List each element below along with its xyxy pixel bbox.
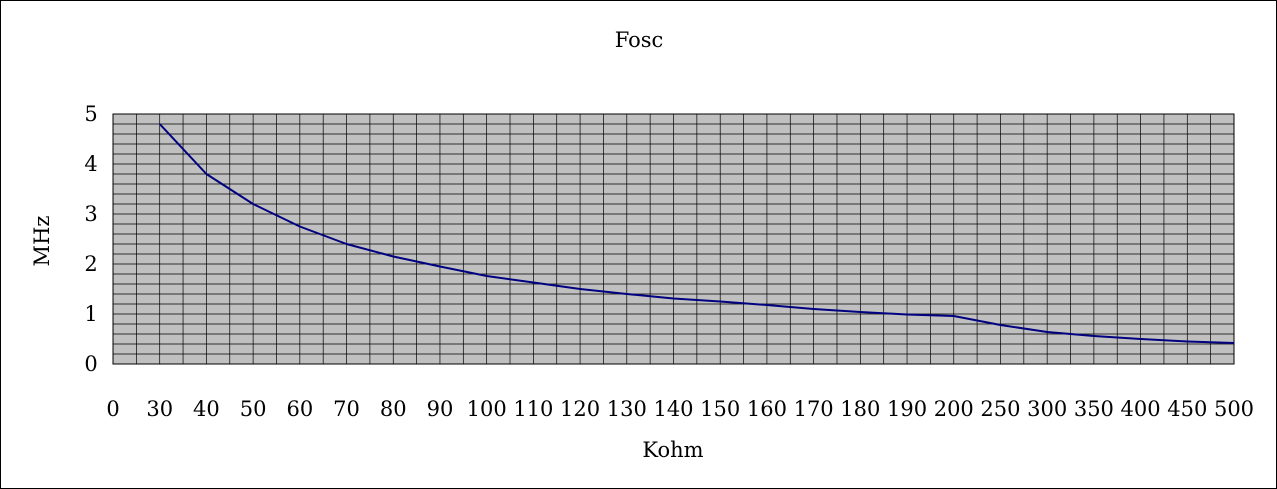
x-tick-label: 200 — [934, 397, 974, 421]
x-tick-label: 350 — [1074, 397, 1114, 421]
x-tick-label: 170 — [794, 397, 834, 421]
x-tick-label: 150 — [700, 397, 740, 421]
x-tick-label: 400 — [1121, 397, 1161, 421]
y-axis-label: MHz — [30, 216, 54, 267]
x-tick-label: 130 — [607, 397, 647, 421]
plot-area — [112, 113, 1235, 365]
x-tick-label: 80 — [380, 397, 407, 421]
x-tick-label: 250 — [980, 397, 1020, 421]
x-tick-label: 160 — [747, 397, 787, 421]
x-tick-label: 90 — [427, 397, 454, 421]
y-tick-label: 1 — [84, 302, 97, 326]
y-tick-label: 2 — [84, 252, 97, 276]
x-tick-label: 140 — [653, 397, 693, 421]
y-axis-ticks: 0 1 2 3 4 5 — [84, 102, 97, 376]
x-axis-ticks: 0 30 40 50 60 70 80 90 100 110 120 130 140 150 160 170 1… — [106, 397, 1254, 421]
x-tick-label: 0 — [106, 397, 119, 421]
x-tick-label: 190 — [887, 397, 927, 421]
x-tick-label: 120 — [560, 397, 600, 421]
y-tick-label: 3 — [84, 202, 97, 226]
series-line — [158, 123, 1235, 344]
x-tick-label: 110 — [513, 397, 553, 421]
x-tick-label: 100 — [467, 397, 507, 421]
y-tick-label: 5 — [84, 102, 97, 126]
x-tick-label: 180 — [840, 397, 880, 421]
x-tick-label: 30 — [146, 397, 173, 421]
y-tick-label: 0 — [84, 352, 97, 376]
y-tick-label: 4 — [84, 152, 97, 176]
x-axis-label: Kohm — [642, 438, 703, 462]
x-tick-label: 450 — [1167, 397, 1207, 421]
x-tick-label: 300 — [1027, 397, 1067, 421]
x-tick-label: 70 — [333, 397, 360, 421]
x-tick-label: 60 — [286, 397, 313, 421]
chart-title: Fosc — [615, 28, 664, 52]
x-tick-label: 500 — [1214, 397, 1254, 421]
x-tick-label: 40 — [193, 397, 220, 421]
x-tick-label: 50 — [240, 397, 267, 421]
